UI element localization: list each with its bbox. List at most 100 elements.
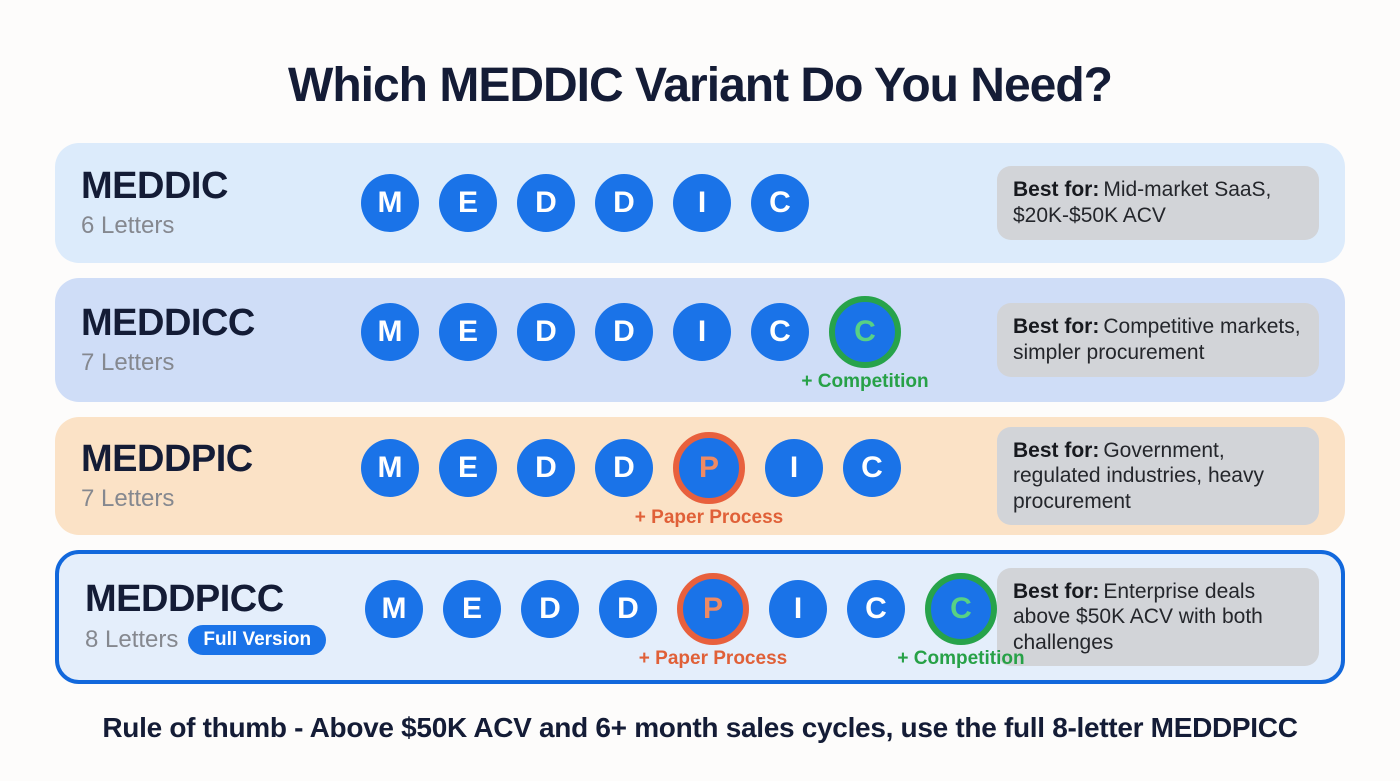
letter-circle: D: [595, 303, 653, 361]
letter-count: 7 Letters: [81, 348, 175, 376]
best-for-box: Best for: Government, regulated industrie…: [997, 426, 1319, 526]
variant-subtitle: 8 Letters Full Version: [85, 624, 365, 656]
letter-circle: D: [521, 580, 579, 638]
letter-circle: C: [843, 439, 901, 497]
variant-name: MEDDICC: [81, 302, 255, 345]
letter-circle: E: [439, 303, 497, 361]
letter-count: 6 Letters: [81, 211, 175, 239]
green-highlight-circle: C: [925, 573, 997, 645]
row-meddpic: MEDDPIC 7 Letters M E D D P + Paper Process I C…: [55, 417, 1345, 535]
letter-circle: E: [443, 580, 501, 638]
letter-circle: D: [517, 439, 575, 497]
page-title: Which MEDDIC Variant Do You Need?: [288, 59, 1113, 112]
best-for-box: Best for: Enterprise deals above $50K ACV…: [997, 567, 1319, 667]
letter-wrap-d: D: [595, 303, 653, 361]
letter-wrap-e: E: [439, 174, 497, 232]
letter-wrap-d: D: [517, 174, 575, 232]
letter-circle: I: [673, 303, 731, 361]
best-for-box: Best for: Mid-market SaaS, $20K-$50K ACV: [997, 166, 1319, 240]
letter-wrap-i: I: [673, 174, 731, 232]
letter-wrap-m: M: [361, 303, 419, 361]
variant-name-block: MEDDIC 6 Letters: [81, 165, 361, 240]
letter-circle: C: [847, 580, 905, 638]
letter-wrap-c: C: [751, 174, 809, 232]
variant-name-block: MEDDICC 7 Letters: [81, 302, 361, 377]
letter-wrap-c: C + Competition: [801, 296, 929, 392]
letter-circle: M: [361, 174, 419, 232]
variant-name-block: MEDDPICC 8 Letters Full Version: [85, 577, 365, 656]
variant-name-block: MEDDPIC 7 Letters: [81, 438, 361, 513]
letter-count: 7 Letters: [81, 484, 175, 512]
letter-circle: C: [751, 303, 809, 361]
letter-count: 8 Letters: [85, 625, 179, 653]
addition-label: + Paper Process: [638, 648, 788, 669]
letter-wrap-c: C: [843, 439, 901, 497]
letter-wrap-e: E: [443, 580, 501, 638]
orange-highlight-circle: P: [677, 573, 749, 645]
letter-circle: E: [439, 174, 497, 232]
letter-wrap-d: D: [595, 439, 653, 497]
letter-circle: E: [439, 439, 497, 497]
letter-wrap-e: E: [439, 439, 497, 497]
best-for-text: Competitive markets, simpler procurement: [1013, 315, 1301, 364]
letter-circles: M E D D P + Paper Process I C C + Competition: [365, 573, 1025, 669]
letter-circle: I: [673, 174, 731, 232]
letter-wrap-c: C + Competition: [897, 573, 1025, 669]
letter-circle: D: [517, 174, 575, 232]
letter-wrap-i: I: [765, 439, 823, 497]
full-version-badge: Full Version: [188, 624, 327, 656]
letter-wrap-c: C: [751, 303, 809, 361]
rule-of-thumb: Rule of thumb - Above $50K ACV and 6+ mo…: [102, 712, 1298, 743]
letter-wrap-m: M: [365, 580, 423, 638]
letter-wrap-e: E: [439, 303, 497, 361]
letter-circles: M E D D I C C + Competition: [361, 296, 929, 392]
letter-wrap-d: D: [599, 580, 657, 638]
best-for-label: Best for:: [1013, 178, 1100, 202]
row-meddpicc: MEDDPICC 8 Letters Full Version M E D D P + P…: [55, 550, 1345, 684]
letter-circle: I: [769, 580, 827, 638]
letter-circles: M E D D P + Paper Process I C: [361, 432, 901, 528]
best-for-box: Best for: Competitive markets, simpler pr…: [997, 303, 1319, 377]
letter-circle: I: [765, 439, 823, 497]
letter-circle: M: [361, 439, 419, 497]
best-for-label: Best for:: [1013, 579, 1100, 603]
best-for-text: Mid-market SaaS, $20K-$50K ACV: [1013, 178, 1272, 227]
letter-wrap-m: M: [361, 174, 419, 232]
letter-circle: M: [365, 580, 423, 638]
best-for-label: Best for:: [1013, 315, 1100, 339]
addition-label: + Competition: [801, 371, 929, 392]
letter-circle: D: [599, 580, 657, 638]
orange-highlight-circle: P: [673, 432, 745, 504]
letter-wrap-p: P + Paper Process: [635, 432, 783, 528]
best-for-label: Best for:: [1013, 438, 1100, 462]
letter-wrap-d: D: [517, 303, 575, 361]
variant-name: MEDDIC: [81, 165, 228, 208]
addition-label: + Competition: [897, 648, 1025, 669]
green-highlight-circle: C: [829, 296, 901, 368]
letter-circle: C: [751, 174, 809, 232]
best-for-text: Enterprise deals above $50K ACV with bot…: [1013, 579, 1263, 654]
letter-circle: D: [595, 439, 653, 497]
variant-subtitle: 7 Letters: [81, 349, 361, 377]
letter-wrap-m: M: [361, 439, 419, 497]
addition-label: + Paper Process: [634, 507, 784, 528]
letter-circle: D: [595, 174, 653, 232]
letter-circle: D: [517, 303, 575, 361]
letter-wrap-c: C: [847, 580, 905, 638]
variant-name: MEDDPIC: [81, 438, 253, 481]
variant-subtitle: 6 Letters: [81, 212, 361, 240]
best-for-text: Government, regulated industries, heavy …: [1013, 438, 1264, 513]
letter-wrap-d: D: [521, 580, 579, 638]
variant-name: MEDDPICC: [85, 577, 284, 620]
letter-wrap-i: I: [769, 580, 827, 638]
letter-wrap-d: D: [517, 439, 575, 497]
variant-subtitle: 7 Letters: [81, 485, 361, 513]
letter-wrap-p: P + Paper Process: [639, 573, 787, 669]
row-meddicc: MEDDICC 7 Letters M E D D I C C + Competition B…: [55, 278, 1345, 402]
letter-wrap-d: D: [595, 174, 653, 232]
letter-circle: M: [361, 303, 419, 361]
